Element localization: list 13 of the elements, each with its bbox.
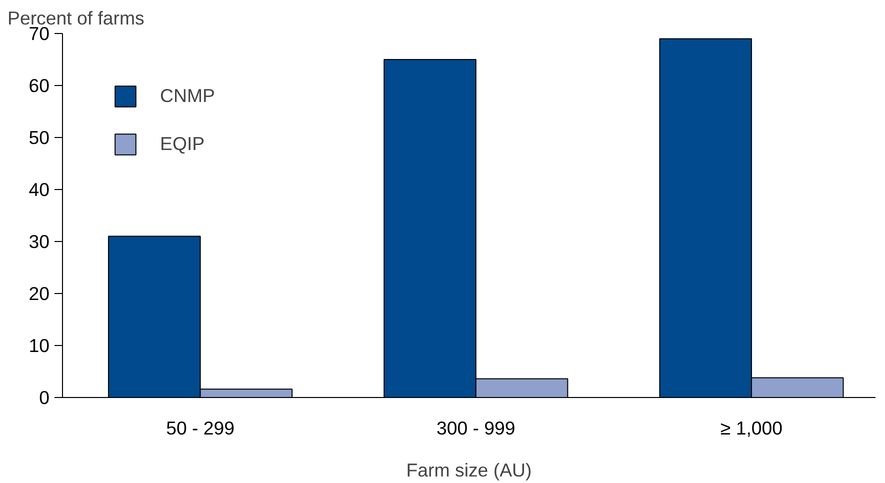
- x-tick-label: 300 - 999: [436, 418, 516, 438]
- x-axis-title: Farm size (AU): [406, 460, 532, 480]
- y-tick-label: 20: [28, 283, 50, 304]
- legend-label: EQIP: [160, 133, 205, 155]
- y-tick-label: 10: [28, 335, 50, 356]
- x-tick-label: ≥ 1,000: [720, 418, 783, 438]
- y-tick-label: 30: [28, 231, 50, 252]
- y-tick-label: 60: [28, 75, 50, 96]
- y-tick-label: 50: [28, 127, 50, 148]
- x-tick-label: 50 - 299: [166, 418, 235, 438]
- legend-label: CNMP: [160, 85, 215, 107]
- y-tick-label: 40: [28, 179, 50, 200]
- y-tick-label: 0: [39, 387, 50, 408]
